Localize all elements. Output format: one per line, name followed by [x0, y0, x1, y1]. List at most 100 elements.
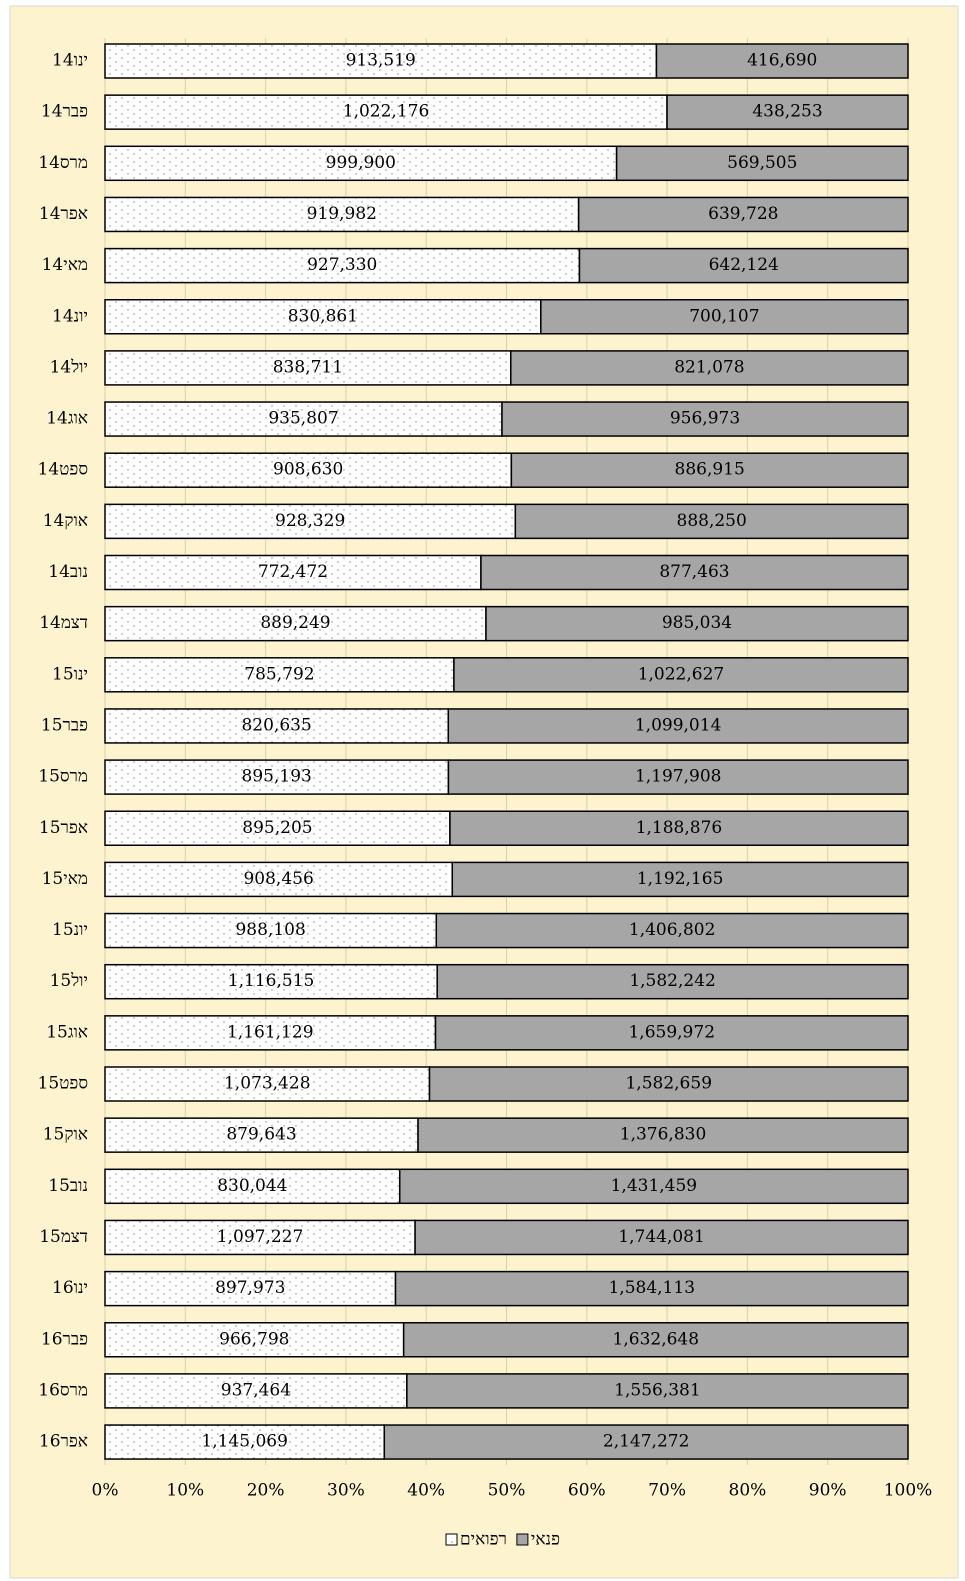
bar-segment — [394, 1270, 909, 1307]
data-label: 928,329 — [275, 511, 345, 531]
data-label: 1,192,165 — [637, 869, 724, 889]
y-tick-label: נוב14 — [48, 562, 88, 582]
data-label: 820,635 — [241, 715, 311, 735]
data-label: 908,630 — [273, 460, 343, 480]
bar-segment — [414, 1219, 909, 1256]
bar-segment — [417, 1117, 909, 1153]
bar-segment — [104, 1015, 437, 1051]
bar-segment — [104, 1322, 405, 1358]
data-label: 639,728 — [708, 204, 778, 224]
y-tick-label: אפר15 — [39, 818, 88, 838]
legend-label: פנאי — [531, 1530, 560, 1550]
y-tick-label: ינו14 — [52, 51, 88, 71]
bar-segment — [104, 247, 581, 284]
data-label: 416,690 — [747, 51, 817, 71]
legend-label: רפואים — [460, 1530, 507, 1550]
bar-segment — [104, 299, 542, 335]
bar-segment — [104, 1270, 397, 1307]
bar-segment — [104, 401, 503, 437]
bar-segment — [434, 1015, 909, 1051]
x-tick-label: 40% — [407, 1481, 445, 1501]
data-label: 1,582,242 — [629, 971, 716, 991]
data-label: 937,464 — [221, 1380, 291, 1400]
x-tick-label: 10% — [166, 1481, 204, 1501]
bar-segment — [104, 861, 454, 898]
bar-segment — [383, 1424, 909, 1460]
data-label: 1,073,428 — [224, 1074, 311, 1094]
data-label: 1,406,802 — [629, 920, 716, 940]
x-tick-label: 80% — [729, 1481, 767, 1501]
bar-segment — [435, 912, 909, 949]
bar-segment — [453, 657, 909, 693]
y-tick-label: אוק15 — [43, 1125, 88, 1145]
data-label: 830,044 — [217, 1176, 287, 1196]
data-label: 895,193 — [242, 767, 312, 787]
bar-segment — [104, 1117, 419, 1153]
data-label: 1,099,014 — [635, 715, 722, 735]
data-label: 888,250 — [677, 511, 747, 531]
bar-segment — [104, 1424, 386, 1460]
data-label: 935,807 — [268, 409, 338, 429]
bar-segment — [447, 759, 909, 795]
data-label: 1,376,830 — [620, 1125, 707, 1145]
bar-segment — [510, 350, 909, 386]
bar-segment — [514, 503, 909, 540]
y-tick-label: דצמ14 — [39, 613, 88, 633]
data-label: 889,249 — [260, 613, 330, 633]
data-label: 895,205 — [242, 818, 312, 838]
bar-segment — [104, 43, 658, 79]
y-tick-label: מאי14 — [42, 255, 88, 275]
data-label: 1,022,176 — [343, 102, 430, 122]
x-tick-label: 50% — [488, 1481, 526, 1501]
bar-segment — [104, 963, 438, 1000]
y-tick-label: אפר14 — [39, 204, 88, 224]
y-tick-label: יול15 — [50, 971, 88, 991]
data-label: 956,973 — [670, 409, 740, 429]
y-tick-label: יונ14 — [52, 306, 88, 326]
bar-segment — [104, 145, 618, 182]
data-label: 1,556,381 — [614, 1380, 701, 1400]
bar-segment — [104, 912, 438, 949]
data-label: 838,711 — [273, 357, 343, 377]
bar-segment — [104, 759, 450, 795]
bar-segment — [104, 657, 455, 693]
bar-segment — [104, 94, 668, 130]
data-label: 1,022,627 — [638, 664, 725, 684]
bar-segment — [451, 861, 909, 898]
y-tick-label: מרס14 — [38, 153, 88, 173]
x-tick-label: 60% — [568, 1481, 606, 1501]
y-tick-label: ינו15 — [52, 664, 88, 684]
bar-segment — [104, 1219, 416, 1256]
bar-segment — [666, 94, 909, 130]
data-label: 1,431,459 — [611, 1176, 698, 1196]
bar-segment — [485, 605, 909, 642]
y-tick-label: ספט14 — [38, 460, 89, 480]
x-tick-label: 20% — [247, 1481, 285, 1501]
y-tick-label: נוב15 — [48, 1176, 88, 1196]
data-label: 1,161,129 — [227, 1022, 314, 1042]
data-label: 569,505 — [727, 153, 797, 173]
data-label: 897,973 — [215, 1278, 285, 1298]
data-label: 908,456 — [243, 869, 313, 889]
y-tick-label: דצמ15 — [39, 1227, 88, 1247]
bar-segment — [655, 43, 909, 79]
bar-segment — [480, 554, 909, 591]
data-label: 830,861 — [288, 306, 358, 326]
data-label: 438,253 — [752, 102, 822, 122]
legend-swatch — [445, 1533, 458, 1546]
data-label: 785,792 — [244, 664, 314, 684]
data-label: 999,900 — [326, 153, 396, 173]
data-label: 2,147,272 — [603, 1432, 690, 1452]
data-label: 772,472 — [258, 562, 328, 582]
bar-segment — [449, 810, 909, 846]
data-label: 821,078 — [674, 357, 744, 377]
y-tick-label: מאי15 — [42, 869, 88, 889]
data-label: 1,744,081 — [618, 1227, 705, 1247]
data-label: 966,798 — [219, 1329, 289, 1349]
data-label: 877,463 — [659, 562, 729, 582]
data-label: 1,145,069 — [201, 1432, 288, 1452]
x-tick-label: 70% — [648, 1481, 686, 1501]
bar-segment — [104, 605, 487, 642]
y-tick-label: יול14 — [50, 357, 88, 377]
